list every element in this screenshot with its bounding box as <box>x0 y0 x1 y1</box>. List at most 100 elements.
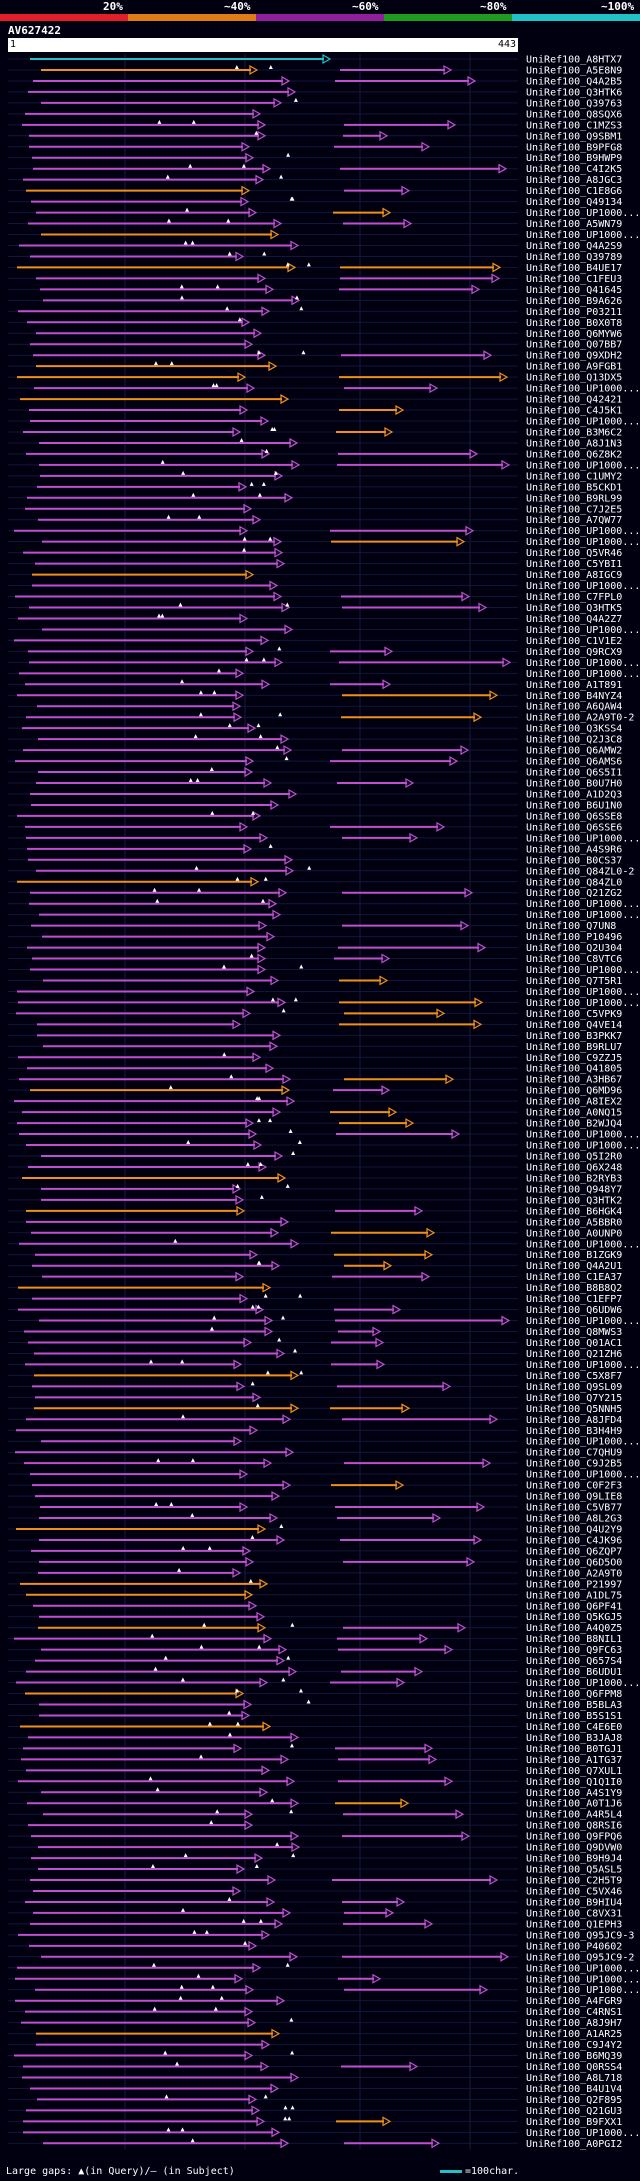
hit-label[interactable]: UniRef100_UP1000... <box>526 658 640 669</box>
hit-label[interactable]: UniRef100_B9PFG8 <box>526 142 622 153</box>
hit-label[interactable]: UniRef100_Q6FPM8 <box>526 1689 622 1700</box>
hit-label[interactable]: UniRef100_UP1000... <box>526 526 640 537</box>
hit-label[interactable]: UniRef100_A8HTX7 <box>526 55 622 66</box>
hit-label[interactable]: UniRef100_Q0RSS4 <box>526 2062 622 2073</box>
hit-label[interactable]: UniRef100_Q6ZQP7 <box>526 1546 622 1557</box>
hit-label[interactable]: UniRef100_Q6X248 <box>526 1162 622 1173</box>
hit-label[interactable]: UniRef100_B6U1N0 <box>526 800 622 811</box>
hit-label[interactable]: UniRef100_A6QAW4 <box>526 702 622 713</box>
hit-label[interactable]: UniRef100_Q6S5I1 <box>526 768 622 779</box>
hit-label[interactable]: UniRef100_B9A626 <box>526 296 622 307</box>
hit-label[interactable]: UniRef100_A5E8N9 <box>526 65 622 76</box>
hit-label[interactable]: UniRef100_UP1000... <box>526 1470 640 1481</box>
hit-label[interactable]: UniRef100_Q8RSI6 <box>526 1821 622 1832</box>
hit-label[interactable]: UniRef100_A5BBR0 <box>526 1217 622 1228</box>
hit-label[interactable]: UniRef100_C5VX46 <box>526 1886 622 1897</box>
hit-label[interactable]: UniRef100_B3M6C2 <box>526 427 622 438</box>
hit-label[interactable]: UniRef100_A8J9H7 <box>526 2018 622 2029</box>
hit-label[interactable]: UniRef100_C4J5K1 <box>526 406 622 417</box>
hit-label[interactable]: UniRef100_UP1000... <box>526 1360 640 1371</box>
hit-label[interactable]: UniRef100_UP1000... <box>526 1963 640 1974</box>
hit-label[interactable]: UniRef100_UP1000... <box>526 987 640 998</box>
hit-label[interactable]: UniRef100_B6MQ39 <box>526 2051 622 2062</box>
hit-label[interactable]: UniRef100_C2H5T9 <box>526 1876 622 1887</box>
hit-label[interactable]: UniRef100_A1DL75 <box>526 1590 622 1601</box>
hit-label[interactable]: UniRef100_Q948Y7 <box>526 1184 622 1195</box>
hit-label[interactable]: UniRef100_Q6D5O0 <box>526 1557 622 1568</box>
hit-label[interactable]: UniRef100_UP1000... <box>526 230 640 241</box>
hit-label[interactable]: UniRef100_UP1000... <box>526 998 640 1009</box>
hit-label[interactable]: UniRef100_Q39763 <box>526 98 622 109</box>
hit-label[interactable]: UniRef100_A2A9T0-2 <box>526 713 634 724</box>
hit-label[interactable]: UniRef100_A1T891 <box>526 680 622 691</box>
hit-label[interactable]: UniRef100_P40602 <box>526 1941 622 1952</box>
hit-label[interactable]: UniRef100_Q9FC63 <box>526 1645 622 1656</box>
hit-label[interactable]: UniRef100_Q6Z8K2 <box>526 449 622 460</box>
hit-label[interactable]: UniRef100_B5BLA3 <box>526 1700 622 1711</box>
hit-label[interactable]: UniRef100_Q6AMS6 <box>526 757 622 768</box>
hit-label[interactable]: UniRef100_A8IGC9 <box>526 570 622 581</box>
hit-label[interactable]: UniRef100_A0T1J6 <box>526 1799 622 1810</box>
hit-label[interactable]: UniRef100_C9ZZJ5 <box>526 1053 622 1064</box>
hit-label[interactable]: UniRef100_UP1000... <box>526 669 640 680</box>
hit-label[interactable]: UniRef100_A8L2G3 <box>526 1514 622 1525</box>
hit-label[interactable]: UniRef100_Q4A2S9 <box>526 241 622 252</box>
hit-label[interactable]: UniRef100_UP1000... <box>526 460 640 471</box>
hit-label[interactable]: UniRef100_B5CKD1 <box>526 482 622 493</box>
hit-label[interactable]: UniRef100_Q07BB7 <box>526 340 622 351</box>
hit-label[interactable]: UniRef100_Q95JC9-3 <box>526 1930 634 1941</box>
hit-label[interactable]: UniRef100_B6HGK4 <box>526 1206 622 1217</box>
hit-label[interactable]: UniRef100_Q5VR46 <box>526 548 622 559</box>
hit-label[interactable]: UniRef100_C4RNS1 <box>526 2007 622 2018</box>
hit-label[interactable]: UniRef100_Q3HTK5 <box>526 603 622 614</box>
hit-label[interactable]: UniRef100_Q21ZH6 <box>526 1349 622 1360</box>
hit-label[interactable]: UniRef100_Q6MD96 <box>526 1086 622 1097</box>
hit-label[interactable]: UniRef100_Q5NNH5 <box>526 1404 622 1415</box>
hit-label[interactable]: UniRef100_Q8SQX6 <box>526 109 622 120</box>
hit-label[interactable]: UniRef100_Q42421 <box>526 395 622 406</box>
hit-label[interactable]: UniRef100_UP1000... <box>526 537 640 548</box>
hit-label[interactable]: UniRef100_Q4A2Z7 <box>526 614 622 625</box>
hit-label[interactable]: UniRef100_A4Q0Z5 <box>526 1623 622 1634</box>
hit-label[interactable]: UniRef100_B5S1S1 <box>526 1711 622 1722</box>
hit-label[interactable]: UniRef100_Q9LIE8 <box>526 1492 622 1503</box>
hit-label[interactable]: UniRef100_A1D2Q3 <box>526 789 622 800</box>
hit-label[interactable]: UniRef100_A0PGI2 <box>526 2139 622 2150</box>
hit-label[interactable]: UniRef100_Q6PF41 <box>526 1601 622 1612</box>
hit-label[interactable]: UniRef100_Q4U2Y9 <box>526 1524 622 1535</box>
hit-label[interactable]: UniRef100_A8L718 <box>526 2073 622 2084</box>
hit-label[interactable]: UniRef100_Q95JC9-2 <box>526 1952 634 1963</box>
hit-label[interactable]: UniRef100_A8J1N3 <box>526 438 622 449</box>
hit-label[interactable]: UniRef100_B4U1V4 <box>526 2084 622 2095</box>
hit-label[interactable]: UniRef100_C4E6E0 <box>526 1722 622 1733</box>
hit-label[interactable]: UniRef100_Q84ZL0 <box>526 877 622 888</box>
hit-label[interactable]: UniRef100_B4NYZ4 <box>526 691 622 702</box>
hit-label[interactable]: UniRef100_UP1000... <box>526 1985 640 1996</box>
hit-label[interactable]: UniRef100_C4JK96 <box>526 1535 622 1546</box>
hit-label[interactable]: UniRef100_C1EFP7 <box>526 1294 622 1305</box>
hit-label[interactable]: UniRef100_UP1000... <box>526 833 640 844</box>
hit-label[interactable]: UniRef100_A7QW77 <box>526 515 622 526</box>
hit-label[interactable]: UniRef100_Q4A2B5 <box>526 76 622 87</box>
hit-label[interactable]: UniRef100_Q9SBM1 <box>526 131 622 142</box>
hit-label[interactable]: UniRef100_C1E8G6 <box>526 186 622 197</box>
hit-label[interactable]: UniRef100_Q21GU3 <box>526 2106 622 2117</box>
hit-label[interactable]: UniRef100_Q9XDH2 <box>526 351 622 362</box>
hit-label[interactable]: UniRef100_UP1000... <box>526 1974 640 1985</box>
hit-label[interactable]: UniRef100_C8VTC6 <box>526 954 622 965</box>
hit-label[interactable]: UniRef100_Q3HTK2 <box>526 1195 622 1206</box>
hit-label[interactable]: UniRef100_UP1000... <box>526 1239 640 1250</box>
hit-label[interactable]: UniRef100_UP1000... <box>526 965 640 976</box>
hit-label[interactable]: UniRef100_Q41645 <box>526 285 622 296</box>
hit-label[interactable]: UniRef100_B9RL99 <box>526 493 622 504</box>
hit-label[interactable]: UniRef100_Q6SSE6 <box>526 822 622 833</box>
hit-label[interactable]: UniRef100_Q5KGJ5 <box>526 1612 622 1623</box>
hit-label[interactable]: UniRef100_Q1Q1I0 <box>526 1777 622 1788</box>
hit-label[interactable]: UniRef100_A1TG37 <box>526 1755 622 1766</box>
hit-label[interactable]: UniRef100_A8JGC3 <box>526 175 622 186</box>
hit-label[interactable]: UniRef100_A8JFD4 <box>526 1415 622 1426</box>
hit-label[interactable]: UniRef100_Q8MWS3 <box>526 1327 622 1338</box>
hit-label[interactable]: UniRef100_C5VPK9 <box>526 1009 622 1020</box>
hit-label[interactable]: UniRef100_C7J2E5 <box>526 504 622 515</box>
hit-label[interactable]: UniRef100_UP1000... <box>526 417 640 428</box>
